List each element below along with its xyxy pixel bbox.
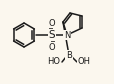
Text: OH: OH [77,58,90,67]
Text: B: B [65,50,71,59]
Text: O: O [48,43,55,51]
Text: O: O [48,18,55,27]
Text: S: S [48,30,55,40]
Text: HO: HO [47,58,60,67]
Text: N: N [63,30,70,39]
